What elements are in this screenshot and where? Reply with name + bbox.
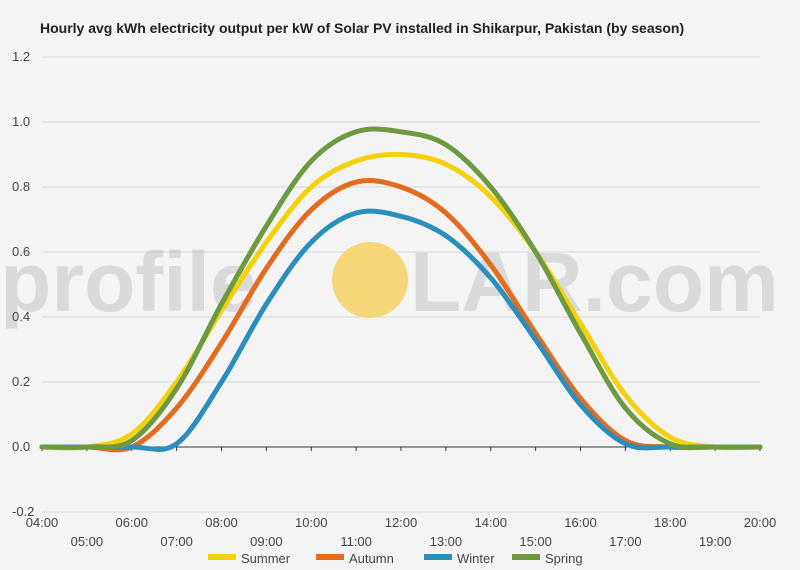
x-tick-label: 05:00: [71, 534, 104, 549]
x-tick-label: 18:00: [654, 515, 687, 530]
y-tick-label: -0.2: [12, 504, 34, 519]
x-tick-label: 13:00: [430, 534, 463, 549]
y-axis-ticks: -0.2 0.0 0.2 0.4 0.6 0.8 1.0 1.2: [12, 49, 34, 519]
series-layer: [39, 126, 763, 453]
legend: Summer Autumn Winter Spring: [208, 551, 583, 566]
watermark: profile LAR.com: [0, 235, 779, 329]
x-tick-label: 19:00: [699, 534, 732, 549]
x-tick-label: 17:00: [609, 534, 642, 549]
legend-swatch-spring: [512, 554, 540, 560]
x-tick-label: 08:00: [205, 515, 238, 530]
x-tick-label: 15:00: [519, 534, 552, 549]
x-tick-label: 04:00: [26, 515, 59, 530]
y-tick-label: 0.0: [12, 439, 30, 454]
legend-swatch-winter: [424, 554, 452, 560]
watermark-sun-icon: [332, 242, 408, 318]
x-tick-label: 12:00: [385, 515, 418, 530]
x-tick-label: 06:00: [115, 515, 148, 530]
legend-label-summer: Summer: [241, 551, 291, 566]
x-tick-label: 16:00: [564, 515, 597, 530]
x-tick-label: 07:00: [160, 534, 193, 549]
x-axis-ticks: 04:00 05:00 06:00 07:00 08:00 09:00 10:00 11:00…: [26, 447, 777, 549]
y-tick-label: 0.4: [12, 309, 30, 324]
x-tick-label: 11:00: [340, 534, 372, 549]
legend-label-winter: Winter: [457, 551, 495, 566]
legend-label-autumn: Autumn: [349, 551, 394, 566]
legend-swatch-autumn: [316, 554, 344, 560]
chart-title: Hourly avg kWh electricity output per kW…: [40, 20, 684, 36]
x-tick-label: 10:00: [295, 515, 328, 530]
x-tick-label: 09:00: [250, 534, 283, 549]
legend-swatch-summer: [208, 554, 236, 560]
y-tick-label: 1.2: [12, 49, 30, 64]
y-tick-label: 0.6: [12, 244, 30, 259]
legend-label-spring: Spring: [545, 551, 583, 566]
series-line-winter: [39, 208, 763, 452]
y-tick-label: 0.2: [12, 374, 30, 389]
series-line-spring: [39, 126, 763, 451]
y-tick-label: 0.8: [12, 179, 30, 194]
series-line-summer: [39, 151, 763, 451]
y-tick-label: 1.0: [12, 114, 30, 129]
series-line-autumn: [39, 178, 763, 453]
x-tick-label: 20:00: [744, 515, 777, 530]
x-tick-label: 14:00: [474, 515, 507, 530]
watermark-right: LAR.com: [410, 235, 779, 329]
